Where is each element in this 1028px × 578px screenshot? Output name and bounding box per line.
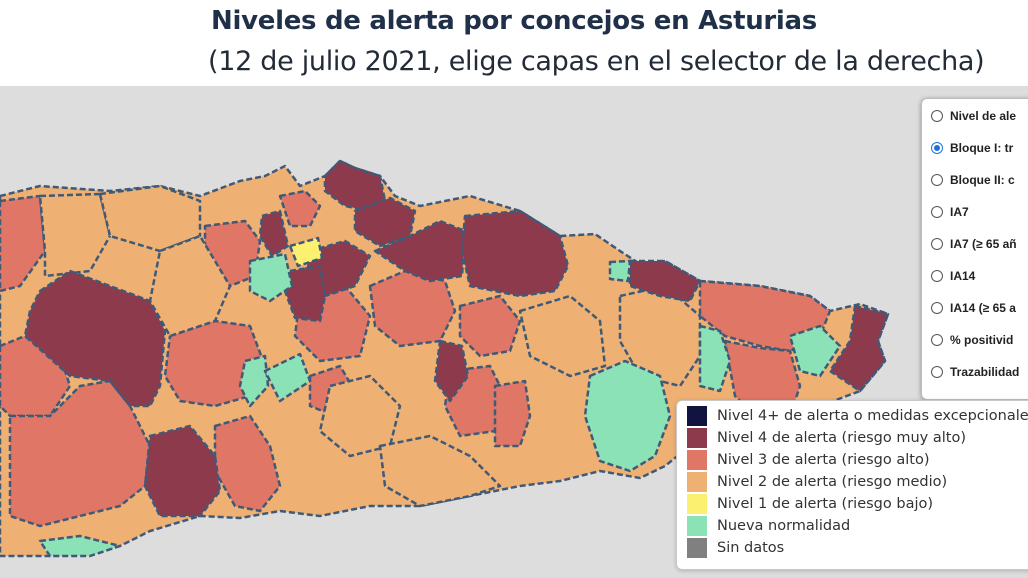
layer-label: IA7 — [950, 205, 969, 219]
layer-option-bloque2[interactable]: Bloque II: c — [931, 170, 1015, 190]
region-central-9 — [378, 434, 502, 508]
map-legend: Nivel 4+ de alerta o medidas excepcional… — [676, 400, 1028, 570]
layer-label: IA14 (≥ 65 a — [950, 301, 1016, 315]
region-west-large — [23, 269, 167, 408]
layer-option-nivel[interactable]: Nivel de ale — [931, 106, 1016, 126]
layer-option-bloque1[interactable]: Bloque I: tr — [931, 138, 1013, 158]
layer-option-ia7[interactable]: IA7 — [931, 202, 969, 222]
region-east-coast-1 — [628, 259, 702, 303]
region-central-6 — [493, 379, 532, 448]
radio-icon[interactable] — [931, 110, 943, 122]
legend-label: Nueva normalidad — [717, 518, 851, 534]
region-west-2 — [38, 192, 112, 278]
region-oviedo — [368, 269, 457, 348]
legend-item: Nueva normalidad — [687, 515, 850, 537]
legend-swatch — [687, 516, 707, 536]
radio-selected-icon[interactable] — [931, 142, 943, 154]
radio-icon[interactable] — [931, 238, 943, 250]
legend-item: Sin datos — [687, 537, 784, 559]
legend-label: Nivel 1 de alerta (riesgo bajo) — [717, 496, 934, 512]
radio-icon[interactable] — [931, 302, 943, 314]
layer-label: IA7 (≥ 65 añ — [950, 237, 1017, 251]
radio-icon[interactable] — [931, 206, 943, 218]
legend-item: Nivel 4 de alerta (riesgo muy alto) — [687, 427, 966, 449]
radio-icon[interactable] — [931, 174, 943, 186]
layer-label: Bloque II: c — [950, 173, 1015, 187]
legend-label: Nivel 2 de alerta (riesgo medio) — [717, 474, 948, 490]
region-east-3 — [618, 284, 702, 388]
page-subtitle: (12 de julio 2021, elige capas en el sel… — [208, 46, 985, 77]
layer-option-ia7-65[interactable]: IA7 (≥ 65 añ — [931, 234, 1017, 254]
region-green-6 — [788, 324, 842, 378]
layer-option-ia14[interactable]: IA14 — [931, 266, 975, 286]
region-south-central — [213, 414, 282, 513]
municipality-map — [0, 159, 890, 558]
legend-swatch — [687, 428, 707, 448]
region-green-5 — [698, 324, 732, 393]
layer-option-ia14-65[interactable]: IA14 (≥ 65 a — [931, 298, 1016, 318]
legend-item: Nivel 4+ de alerta o medidas excepcional… — [687, 405, 1028, 427]
region-central-small — [433, 339, 470, 403]
region-north-small — [258, 209, 290, 258]
layer-label: % positivid — [950, 333, 1014, 347]
legend-swatch — [687, 450, 707, 470]
region-green-7 — [608, 259, 632, 283]
legend-swatch — [687, 494, 707, 514]
region-north-coast-4 — [460, 209, 570, 298]
layer-label: Nivel de ale — [950, 109, 1017, 123]
region-green-4 — [583, 359, 672, 473]
region-nivel1 — [288, 236, 324, 268]
region-north-1 — [278, 189, 322, 228]
legend-swatch — [687, 472, 707, 492]
radio-icon[interactable] — [931, 366, 943, 378]
layer-label: Trazabilidad — [950, 365, 1020, 379]
legend-item: Nivel 1 de alerta (riesgo bajo) — [687, 493, 933, 515]
region-central-7 — [318, 374, 402, 458]
legend-swatch — [687, 406, 707, 426]
legend-item: Nivel 3 de alerta (riesgo alto) — [687, 449, 930, 471]
layer-selector: Nivel de ale Bloque I: tr Bloque II: c I… — [921, 98, 1028, 400]
legend-label: Nivel 4 de alerta (riesgo muy alto) — [717, 430, 966, 446]
region-green-1 — [248, 252, 294, 303]
legend-swatch — [687, 538, 707, 558]
region-central-8 — [518, 294, 607, 378]
layer-option-positividad[interactable]: % positivid — [931, 330, 1013, 350]
layer-label: IA14 — [950, 269, 976, 283]
region-central-4 — [458, 294, 522, 358]
region-west-coast — [0, 194, 47, 293]
layer-label: Bloque I: tr — [950, 141, 1014, 155]
region-east-coast-2 — [828, 304, 890, 393]
region-north-coast-1 — [323, 159, 387, 213]
region-green-2 — [238, 354, 270, 408]
legend-item: Nivel 2 de alerta (riesgo medio) — [687, 471, 947, 493]
legend-label: Nivel 3 de alerta (riesgo alto) — [717, 452, 930, 468]
region-south-west-4 — [143, 424, 222, 518]
region-green-3 — [263, 352, 312, 403]
page-title: Niveles de alerta por concejos en Asturi… — [211, 6, 817, 36]
legend-label: Sin datos — [717, 540, 785, 556]
region-green-8 — [38, 534, 122, 558]
radio-icon[interactable] — [931, 334, 943, 346]
legend-label: Nivel 4+ de alerta o medidas excepcional… — [717, 408, 1028, 424]
layer-option-trazabilidad[interactable]: Trazabilidad — [931, 362, 1019, 382]
map-canvas[interactable]: Nivel de ale Bloque I: tr Bloque II: c I… — [0, 86, 1028, 578]
radio-icon[interactable] — [931, 270, 943, 282]
